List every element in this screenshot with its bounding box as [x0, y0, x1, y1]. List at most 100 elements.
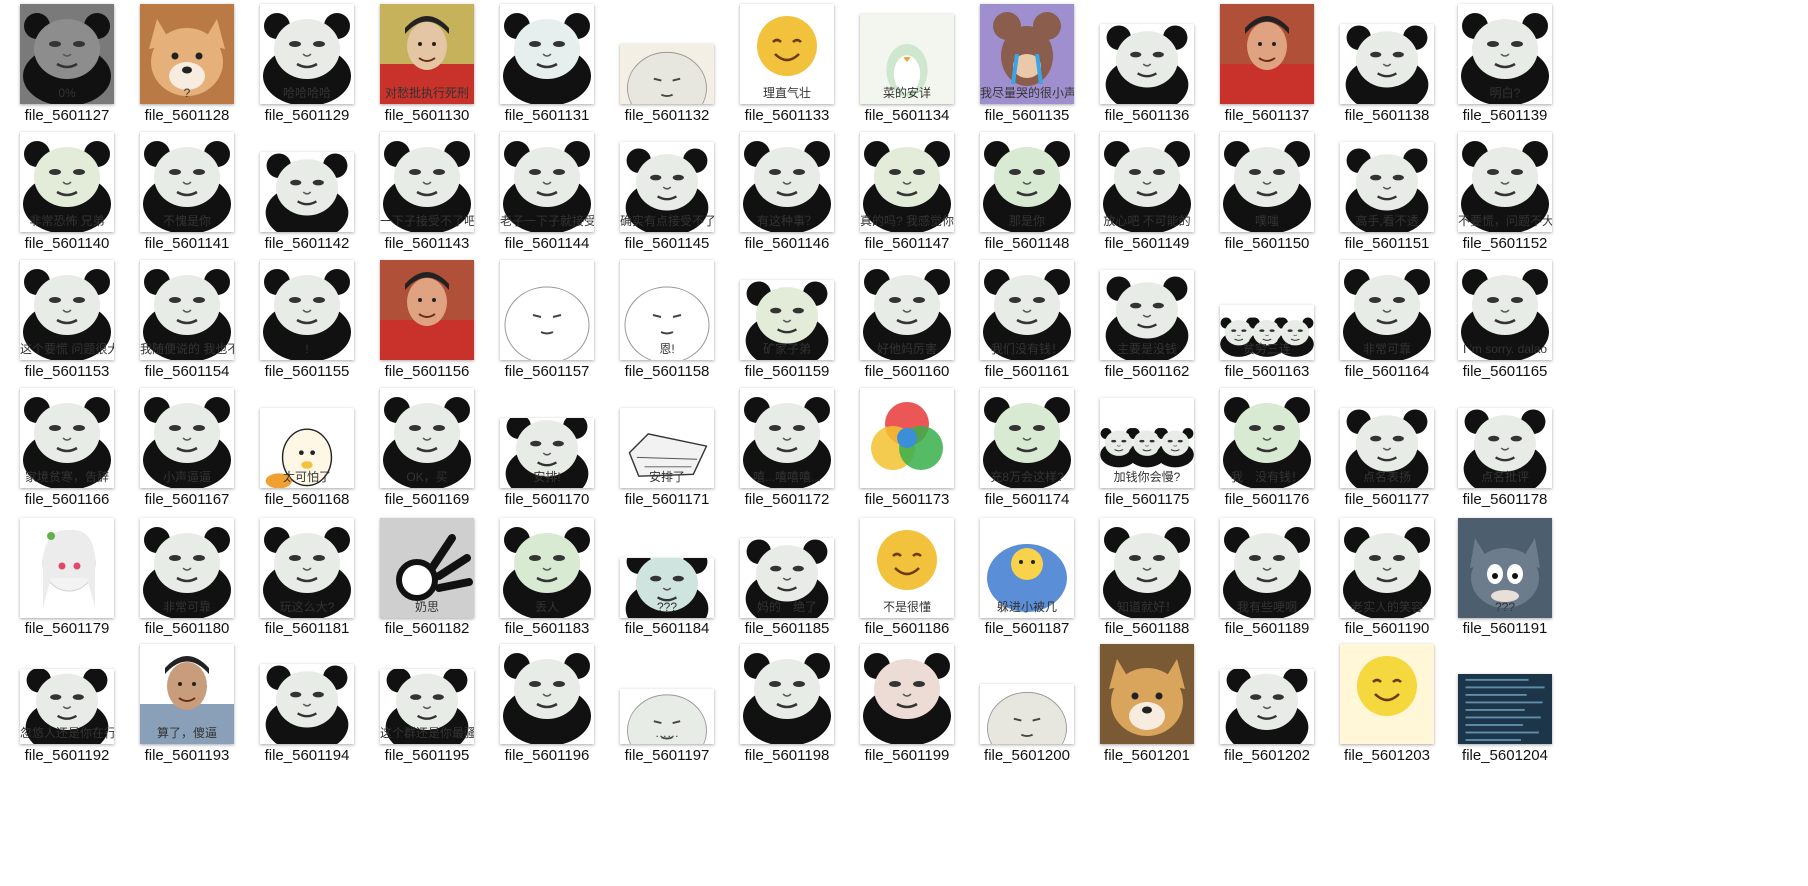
file-thumbnail[interactable]: 非常可靠 — [1340, 260, 1434, 360]
file-thumbnail[interactable] — [860, 644, 954, 744]
file-item[interactable]: 贫穷三连 file_5601163 — [1220, 262, 1320, 383]
file-name-label[interactable]: file_5601190 — [1344, 620, 1430, 637]
file-item[interactable]: 老实人的笑容 file_5601190 — [1340, 518, 1440, 640]
file-thumbnail[interactable]: 菜的安详 — [860, 14, 954, 104]
file-thumbnail[interactable]: 主要是没钱 — [1100, 270, 1194, 360]
file-item[interactable]: 充8万会这样? file_5601174 — [980, 388, 1080, 511]
file-name-label[interactable]: file_5601172 — [744, 491, 830, 508]
file-thumbnail[interactable]: 明白? — [1458, 4, 1552, 104]
file-item[interactable]: 点名批评 file_5601178 — [1458, 390, 1558, 511]
file-item[interactable]: 噗嗤 file_5601150 — [1220, 132, 1320, 255]
file-name-label[interactable]: file_5601181 — [264, 620, 350, 637]
file-thumbnail[interactable]: 一下子接受不了吧 — [380, 132, 474, 232]
file-item[interactable]: 有这种事？ file_5601146 — [740, 132, 840, 255]
file-name-label[interactable]: file_5601169 — [384, 491, 470, 508]
file-item[interactable]: file_5601173 — [860, 388, 960, 511]
file-item[interactable]: file_5601131 — [500, 4, 600, 127]
file-item[interactable]: OK，买 file_5601169 — [380, 388, 480, 511]
file-name-label[interactable]: file_5601200 — [984, 747, 1070, 764]
file-name-label[interactable]: file_5601177 — [1344, 491, 1430, 508]
file-item[interactable]: 我尽量哭的很小声 file_5601135 — [980, 4, 1080, 127]
file-name-label[interactable]: file_5601140 — [24, 235, 110, 252]
file-thumbnail[interactable] — [1340, 24, 1434, 104]
file-thumbnail[interactable]: 忽悠人还是你在行 — [20, 669, 114, 744]
file-item[interactable]: 不愧是你 file_5601141 — [140, 132, 240, 255]
file-name-label[interactable]: file_5601168 — [264, 491, 350, 508]
file-item[interactable]: file_5601137 — [1220, 4, 1320, 127]
file-thumbnail[interactable]: 噗嗤 — [1220, 132, 1314, 232]
file-thumbnail[interactable]: 躲进小被几 — [980, 518, 1074, 618]
file-item[interactable]: ??? file_5601191 — [1458, 518, 1558, 640]
file-thumbnail[interactable]: 丢人 — [500, 518, 594, 618]
file-item[interactable]: 嘻...嘻嘻嘻... file_5601172 — [740, 388, 840, 511]
file-name-label[interactable]: file_5601147 — [864, 235, 950, 252]
file-name-label[interactable]: file_5601161 — [984, 363, 1070, 380]
file-name-label[interactable]: file_5601187 — [984, 620, 1070, 637]
file-thumbnail[interactable]: 小声逼逼 — [140, 388, 234, 488]
file-name-label[interactable]: file_5601198 — [744, 747, 830, 764]
file-item[interactable]: 妈的 绝了 file_5601185 — [740, 520, 840, 640]
file-name-label[interactable]: file_5601170 — [504, 491, 590, 508]
file-thumbnail[interactable] — [1100, 24, 1194, 104]
file-thumbnail[interactable]: ! — [260, 260, 354, 360]
file-name-label[interactable]: file_5601173 — [864, 491, 950, 508]
file-item[interactable]: ? file_5601128 — [140, 4, 240, 127]
file-thumbnail[interactable] — [500, 260, 594, 360]
file-thumbnail[interactable] — [500, 644, 594, 744]
file-thumbnail[interactable] — [1458, 674, 1552, 744]
file-name-label[interactable]: file_5601143 — [384, 235, 470, 252]
file-item[interactable]: 主要是没钱 file_5601162 — [1100, 262, 1200, 383]
file-thumbnail[interactable]: 这个群还是你最骚 — [380, 669, 474, 744]
file-item[interactable]: 安排了 file_5601171 — [620, 390, 720, 511]
file-name-label[interactable]: file_5601129 — [264, 107, 350, 124]
file-thumbnail[interactable]: 点名表扬 — [1340, 408, 1434, 488]
file-thumbnail[interactable]: 不愧是你 — [140, 132, 234, 232]
file-item[interactable]: 放心吧 不可能的 file_5601149 — [1100, 132, 1200, 255]
file-name-label[interactable]: file_5601167 — [144, 491, 230, 508]
file-name-label[interactable]: file_5601160 — [864, 363, 950, 380]
file-thumbnail[interactable]: 我尽量哭的很小声 — [980, 4, 1074, 104]
file-item[interactable]: 我们没有钱！ file_5601161 — [980, 260, 1080, 383]
file-item[interactable]: 点名表扬 file_5601177 — [1340, 390, 1440, 511]
file-name-label[interactable]: file_5601131 — [504, 107, 590, 124]
file-item[interactable]: file_5601142 — [260, 134, 360, 255]
file-item[interactable]: file_5601132 — [620, 6, 720, 127]
file-item[interactable]: 我随便说的 我也不知道 file_5601154 — [140, 260, 240, 383]
file-name-label[interactable]: file_5601127 — [24, 107, 110, 124]
file-name-label[interactable]: file_5601154 — [144, 363, 230, 380]
file-thumbnail[interactable]: ? — [140, 4, 234, 104]
file-name-label[interactable]: file_5601189 — [1224, 620, 1310, 637]
file-thumbnail[interactable]: 哈哈哈哈 — [260, 4, 354, 104]
file-thumbnail[interactable]: 理直气壮 — [740, 4, 834, 104]
file-name-label[interactable]: file_5601136 — [1104, 107, 1190, 124]
file-item[interactable]: 非常恐怖 兄弟 file_5601140 — [20, 132, 120, 255]
file-name-label[interactable]: file_5601162 — [1104, 363, 1190, 380]
file-item[interactable]: 玩这么大? file_5601181 — [260, 518, 360, 640]
file-item[interactable]: 丢人 file_5601183 — [500, 518, 600, 640]
file-thumbnail[interactable]: 高手,看不透 — [1340, 142, 1434, 232]
file-item[interactable]: 小声逼逼 file_5601167 — [140, 388, 240, 511]
file-item[interactable]: file_5601157 — [500, 260, 600, 383]
file-item[interactable]: 确实有点接受不了 file_5601145 — [620, 134, 720, 255]
file-thumbnail[interactable]: 加钱你会慢? — [1100, 398, 1194, 488]
file-name-label[interactable]: file_5601178 — [1462, 491, 1548, 508]
file-name-label[interactable]: file_5601176 — [1224, 491, 1310, 508]
file-name-label[interactable]: file_5601130 — [384, 107, 470, 124]
file-name-label[interactable]: file_5601193 — [144, 747, 230, 764]
file-item[interactable]: 好他妈厉害 file_5601160 — [860, 260, 960, 383]
file-name-label[interactable]: file_5601164 — [1344, 363, 1430, 380]
file-name-label[interactable]: file_5601145 — [624, 235, 710, 252]
file-item[interactable]: 哈哈哈哈 file_5601129 — [260, 4, 360, 127]
file-item[interactable]: 算了，傻逼 file_5601193 — [140, 644, 240, 767]
file-name-label[interactable]: file_5601182 — [384, 620, 470, 637]
file-thumbnail[interactable]: 确实有点接受不了 — [620, 142, 714, 232]
file-thumbnail[interactable]: 非常恐怖 兄弟 — [20, 132, 114, 232]
file-item[interactable]: 奶思 file_5601182 — [380, 518, 480, 640]
file-thumbnail[interactable]: 安排! — [500, 418, 594, 488]
file-thumbnail[interactable]: 嘻...嘻嘻嘻... — [740, 388, 834, 488]
file-thumbnail[interactable]: 对愁批执行死刑 — [380, 4, 474, 104]
file-name-label[interactable]: file_5601183 — [504, 620, 590, 637]
file-name-label[interactable]: file_5601156 — [384, 363, 470, 380]
file-name-label[interactable]: file_5601195 — [384, 747, 470, 764]
file-thumbnail[interactable]: 有这种事？ — [740, 132, 834, 232]
